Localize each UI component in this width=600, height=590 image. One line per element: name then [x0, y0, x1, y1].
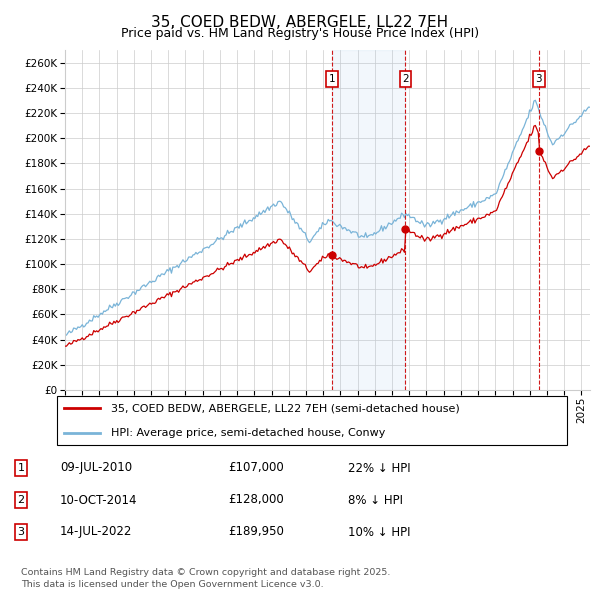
Text: 8% ↓ HPI: 8% ↓ HPI — [348, 493, 403, 506]
Text: 14-JUL-2022: 14-JUL-2022 — [60, 526, 133, 539]
Text: 10-OCT-2014: 10-OCT-2014 — [60, 493, 137, 506]
Text: £128,000: £128,000 — [228, 493, 284, 506]
Text: 3: 3 — [536, 74, 542, 84]
Text: 35, COED BEDW, ABERGELE, LL22 7EH: 35, COED BEDW, ABERGELE, LL22 7EH — [151, 15, 449, 30]
Text: 35, COED BEDW, ABERGELE, LL22 7EH (semi-detached house): 35, COED BEDW, ABERGELE, LL22 7EH (semi-… — [111, 404, 460, 414]
Text: 1: 1 — [17, 463, 25, 473]
Text: 2: 2 — [17, 495, 25, 505]
Text: 09-JUL-2010: 09-JUL-2010 — [60, 461, 132, 474]
Text: Contains HM Land Registry data © Crown copyright and database right 2025.
This d: Contains HM Land Registry data © Crown c… — [21, 568, 391, 589]
Text: 22% ↓ HPI: 22% ↓ HPI — [348, 461, 410, 474]
Text: 2: 2 — [402, 74, 409, 84]
Text: 10% ↓ HPI: 10% ↓ HPI — [348, 526, 410, 539]
Text: 1: 1 — [329, 74, 335, 84]
FancyBboxPatch shape — [56, 396, 568, 445]
Text: 3: 3 — [17, 527, 25, 537]
Text: £189,950: £189,950 — [228, 526, 284, 539]
Text: HPI: Average price, semi-detached house, Conwy: HPI: Average price, semi-detached house,… — [111, 428, 385, 438]
Bar — [332, 50, 406, 390]
Text: £107,000: £107,000 — [228, 461, 284, 474]
Text: Price paid vs. HM Land Registry's House Price Index (HPI): Price paid vs. HM Land Registry's House … — [121, 27, 479, 40]
